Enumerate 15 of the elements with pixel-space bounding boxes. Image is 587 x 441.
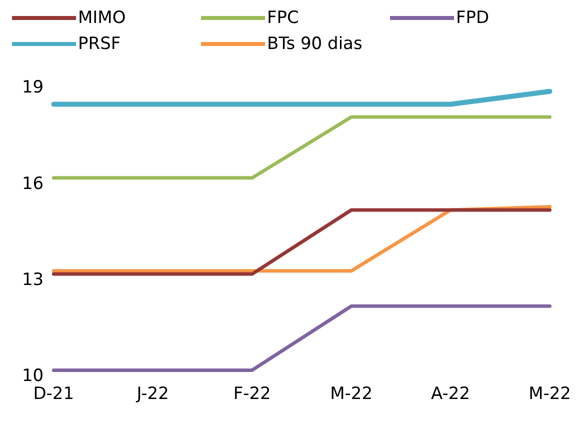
legend-label: FPD [456,8,490,28]
legend-label: MIMO [78,8,126,28]
x-tick-label: J-22 [136,384,169,404]
y-tick-label: 19 [22,78,44,98]
x-tick-label: M-22 [528,384,571,404]
x-tick-label: A-22 [431,384,470,404]
legend-label: BTs 90 dias [267,34,362,54]
legend-label: PRSF [78,34,121,54]
y-tick-label: 13 [22,270,44,290]
legend-label: FPC [267,8,299,28]
y-tick-label: 16 [22,174,44,194]
x-tick-label: F-22 [233,384,271,404]
x-tick-label: D-21 [33,384,74,404]
x-tick-label: M-22 [330,384,373,404]
y-tick-label: 10 [22,366,44,386]
